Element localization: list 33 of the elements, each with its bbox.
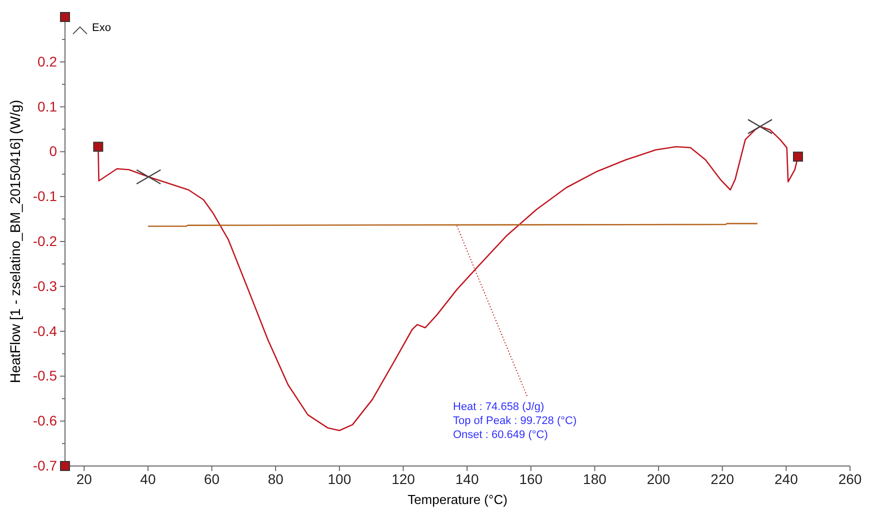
annotation: Onset : 60.649 (°C) <box>453 429 548 441</box>
x-tick-label: 60 <box>204 470 220 487</box>
x-tick-label: 180 <box>583 470 607 487</box>
y-tick-label: -0.3 <box>32 278 58 294</box>
y-tick-label: -0.2 <box>32 232 58 249</box>
x-tick-label: 120 <box>392 470 416 487</box>
x-tick-label: 220 <box>710 470 734 487</box>
point <box>60 461 70 471</box>
x-tick-label: 80 <box>268 470 284 487</box>
x-tick-label: 240 <box>774 470 798 487</box>
y-axis-title: HeatFlow [1 - zselatino_BM_20150416] (W/g) <box>7 100 23 384</box>
y-tick-label: 0.2 <box>38 53 58 70</box>
x-tick-label: 140 <box>455 470 479 487</box>
y-tick-label: 0 <box>49 143 58 160</box>
y-tick-label: -0.5 <box>32 368 58 384</box>
point <box>60 12 70 22</box>
annotation: Top of Peak : 99.728 (°C) <box>453 415 577 427</box>
x-tick-label: 40 <box>140 470 156 487</box>
y-tick-label: -0.6 <box>32 412 58 429</box>
x-tick-label: 20 <box>76 470 92 487</box>
y-tick-label: 0.1 <box>38 98 58 114</box>
annotation: Exo <box>92 22 111 34</box>
y-tick-label: -0.4 <box>32 322 58 339</box>
x-tick-label: 260 <box>838 470 862 487</box>
point <box>93 142 104 152</box>
x-tick-label: 100 <box>328 470 352 487</box>
y-tick-label: -0.7 <box>32 457 58 474</box>
x-tick-label: 200 <box>646 470 670 487</box>
x-axis-title: Temperature (°C) <box>408 492 508 507</box>
point <box>792 152 803 162</box>
y-tick-label: -0.1 <box>32 188 58 204</box>
x-tick-label: 160 <box>519 470 543 487</box>
annotation: Heat : 74.658 (J/g) <box>453 401 544 413</box>
